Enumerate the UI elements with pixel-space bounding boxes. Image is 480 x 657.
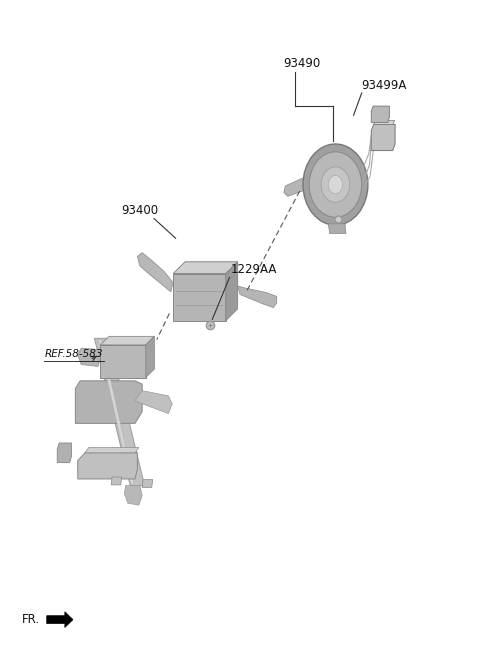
Polygon shape [137, 252, 173, 292]
Polygon shape [226, 261, 238, 321]
Ellipse shape [321, 167, 350, 202]
Ellipse shape [303, 144, 368, 225]
Polygon shape [173, 273, 226, 321]
Text: 93400: 93400 [121, 204, 158, 217]
Ellipse shape [328, 175, 343, 194]
Polygon shape [95, 338, 144, 486]
Polygon shape [371, 124, 395, 150]
Text: FR.: FR. [22, 613, 39, 626]
Polygon shape [100, 345, 146, 378]
Polygon shape [75, 381, 142, 423]
Text: REF.58-583: REF.58-583 [44, 350, 103, 359]
Polygon shape [173, 261, 238, 273]
Polygon shape [100, 336, 155, 345]
Polygon shape [47, 612, 73, 627]
Ellipse shape [309, 152, 362, 217]
Text: 93490: 93490 [283, 57, 321, 70]
Polygon shape [57, 443, 72, 463]
Polygon shape [78, 453, 137, 479]
Polygon shape [77, 348, 100, 367]
Polygon shape [146, 336, 155, 378]
Polygon shape [111, 477, 121, 485]
Polygon shape [135, 391, 172, 413]
Polygon shape [85, 447, 139, 453]
Text: 93499A: 93499A [362, 79, 407, 92]
Polygon shape [373, 120, 395, 124]
Text: 1229AA: 1229AA [230, 263, 277, 276]
Polygon shape [371, 106, 389, 122]
Polygon shape [328, 224, 346, 234]
Polygon shape [124, 486, 142, 505]
Polygon shape [98, 340, 134, 484]
Polygon shape [142, 480, 153, 487]
Polygon shape [238, 286, 277, 307]
Polygon shape [284, 177, 306, 196]
